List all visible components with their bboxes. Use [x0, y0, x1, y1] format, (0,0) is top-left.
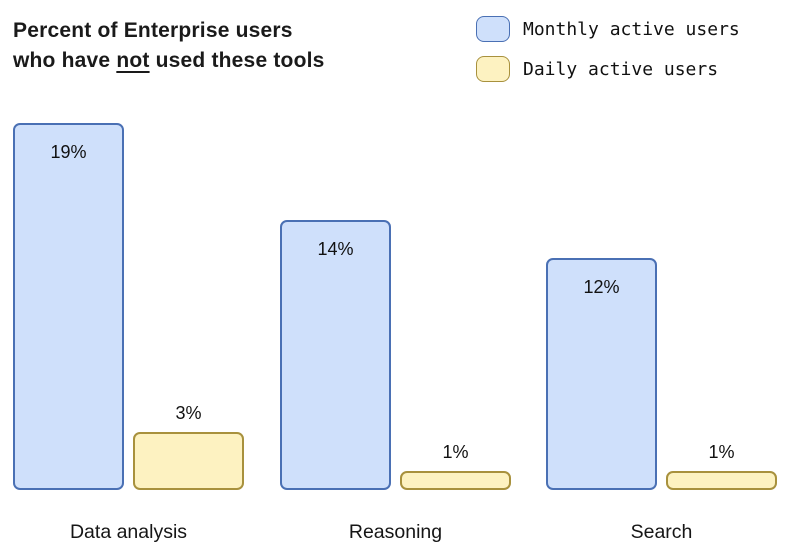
daily-bar-reasoning: 1% — [400, 442, 511, 490]
value-label-daily-data-analysis: 3% — [175, 403, 202, 423]
legend-label-monthly: Monthly active users — [523, 18, 740, 40]
legend-item-monthly: Monthly active users — [476, 16, 740, 42]
title-text-line2-suffix: used these tools — [149, 49, 325, 72]
daily-swatch-icon — [476, 56, 510, 82]
title-text-line2-prefix: who have — [13, 49, 117, 72]
value-label-daily-reasoning: 1% — [442, 442, 469, 462]
category-label-reasoning: Reasoning — [348, 521, 443, 543]
legend: Monthly active users Daily active users — [476, 16, 740, 96]
monthly-bar-data-analysis: 19% — [13, 123, 124, 490]
title-text-line1: Percent of Enterprise users — [13, 19, 293, 42]
monthly-bar-reasoning: 14% — [280, 220, 391, 490]
value-label-monthly-search: 12% — [583, 277, 620, 297]
legend-item-daily: Daily active users — [476, 56, 740, 82]
monthly-swatch-icon — [476, 16, 510, 42]
chart-title-line2: who have not used these tools — [13, 46, 325, 76]
monthly-bar-search: 12% — [546, 258, 657, 490]
category-label-search: Search — [630, 521, 693, 543]
legend-label-daily: Daily active users — [523, 58, 719, 80]
daily-bar-search: 1% — [666, 442, 777, 490]
chart-title-line1: Percent of Enterprise users — [13, 16, 325, 46]
title-underlined-word: not — [116, 49, 150, 72]
chart-title: Percent of Enterprise users who have not… — [13, 16, 325, 76]
value-label-monthly-data-analysis: 19% — [50, 142, 87, 162]
category-label-data-analysis: Data analysis — [69, 521, 188, 543]
daily-bar-data-analysis: 3% — [133, 403, 244, 490]
value-label-daily-search: 1% — [708, 442, 735, 462]
value-label-monthly-reasoning: 14% — [317, 239, 354, 259]
